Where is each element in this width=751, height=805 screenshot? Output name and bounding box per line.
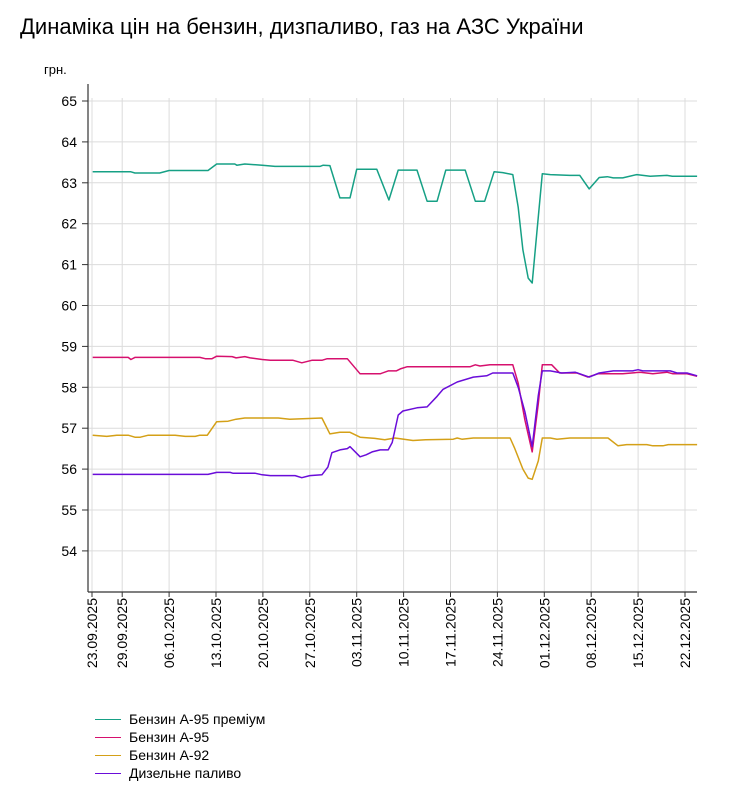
x-tick-label: 03.11.2025 — [349, 598, 365, 667]
y-tick-label: 57 — [61, 420, 77, 436]
x-tick-label: 10.11.2025 — [396, 598, 412, 667]
y-tick-label: 58 — [61, 379, 77, 395]
series-line-3 — [92, 368, 698, 479]
legend-item: Бензин А-95 преміум — [95, 710, 265, 728]
y-tick-label: 61 — [61, 257, 77, 273]
legend-item: Бензин А-92 — [95, 746, 265, 764]
x-tick-label: 17.11.2025 — [443, 598, 459, 667]
y-tick-label: 54 — [61, 543, 77, 559]
y-tick-label: 62 — [61, 216, 77, 232]
y-tick-label: 65 — [61, 93, 77, 109]
legend-label: Бензин А-95 преміум — [129, 711, 266, 727]
legend-item: Бензин А-95 — [95, 728, 265, 746]
legend-swatch — [95, 718, 121, 720]
y-tick-label: 56 — [61, 461, 77, 477]
legend-swatch — [95, 754, 121, 756]
legend-label: Бензин А-92 — [129, 747, 210, 763]
x-tick-label: 06.10.2025 — [161, 598, 177, 668]
legend-label: Бензин А-95 — [129, 729, 210, 745]
x-tick-label: 01.12.2025 — [536, 598, 552, 668]
y-tick-label: 60 — [61, 298, 77, 314]
x-tick-label: 29.09.2025 — [114, 598, 130, 668]
legend-swatch — [95, 736, 121, 738]
series-line-0 — [92, 163, 698, 284]
legend-label: Дизельне паливо — [129, 765, 242, 781]
legend-item: Дизельне паливо — [95, 764, 265, 782]
x-tick-label: 23.09.2025 — [84, 598, 100, 668]
x-tick-label: 15.12.2025 — [630, 598, 646, 668]
y-axis-unit-label: грн. — [44, 62, 67, 77]
x-tick-label: 13.10.2025 — [208, 598, 224, 668]
x-tick-label: 22.12.2025 — [677, 598, 693, 668]
legend-swatch — [95, 772, 121, 774]
y-tick-label: 59 — [61, 338, 77, 354]
x-tick-label: 08.12.2025 — [583, 598, 599, 668]
x-tick-label: 24.11.2025 — [489, 598, 505, 667]
y-tick-label: 64 — [61, 134, 77, 150]
x-tick-label: 20.10.2025 — [255, 598, 271, 668]
series-line-2 — [92, 417, 698, 481]
legend: Бензин А-95 преміум Бензин А-95 Бензин А-9… — [95, 710, 265, 782]
chart-title: Динаміка цін на бензин, дизпаливо, газ н… — [20, 14, 584, 39]
y-tick-label: 55 — [61, 502, 77, 518]
y-tick-label: 63 — [61, 175, 77, 191]
x-tick-label: 27.10.2025 — [302, 598, 318, 668]
